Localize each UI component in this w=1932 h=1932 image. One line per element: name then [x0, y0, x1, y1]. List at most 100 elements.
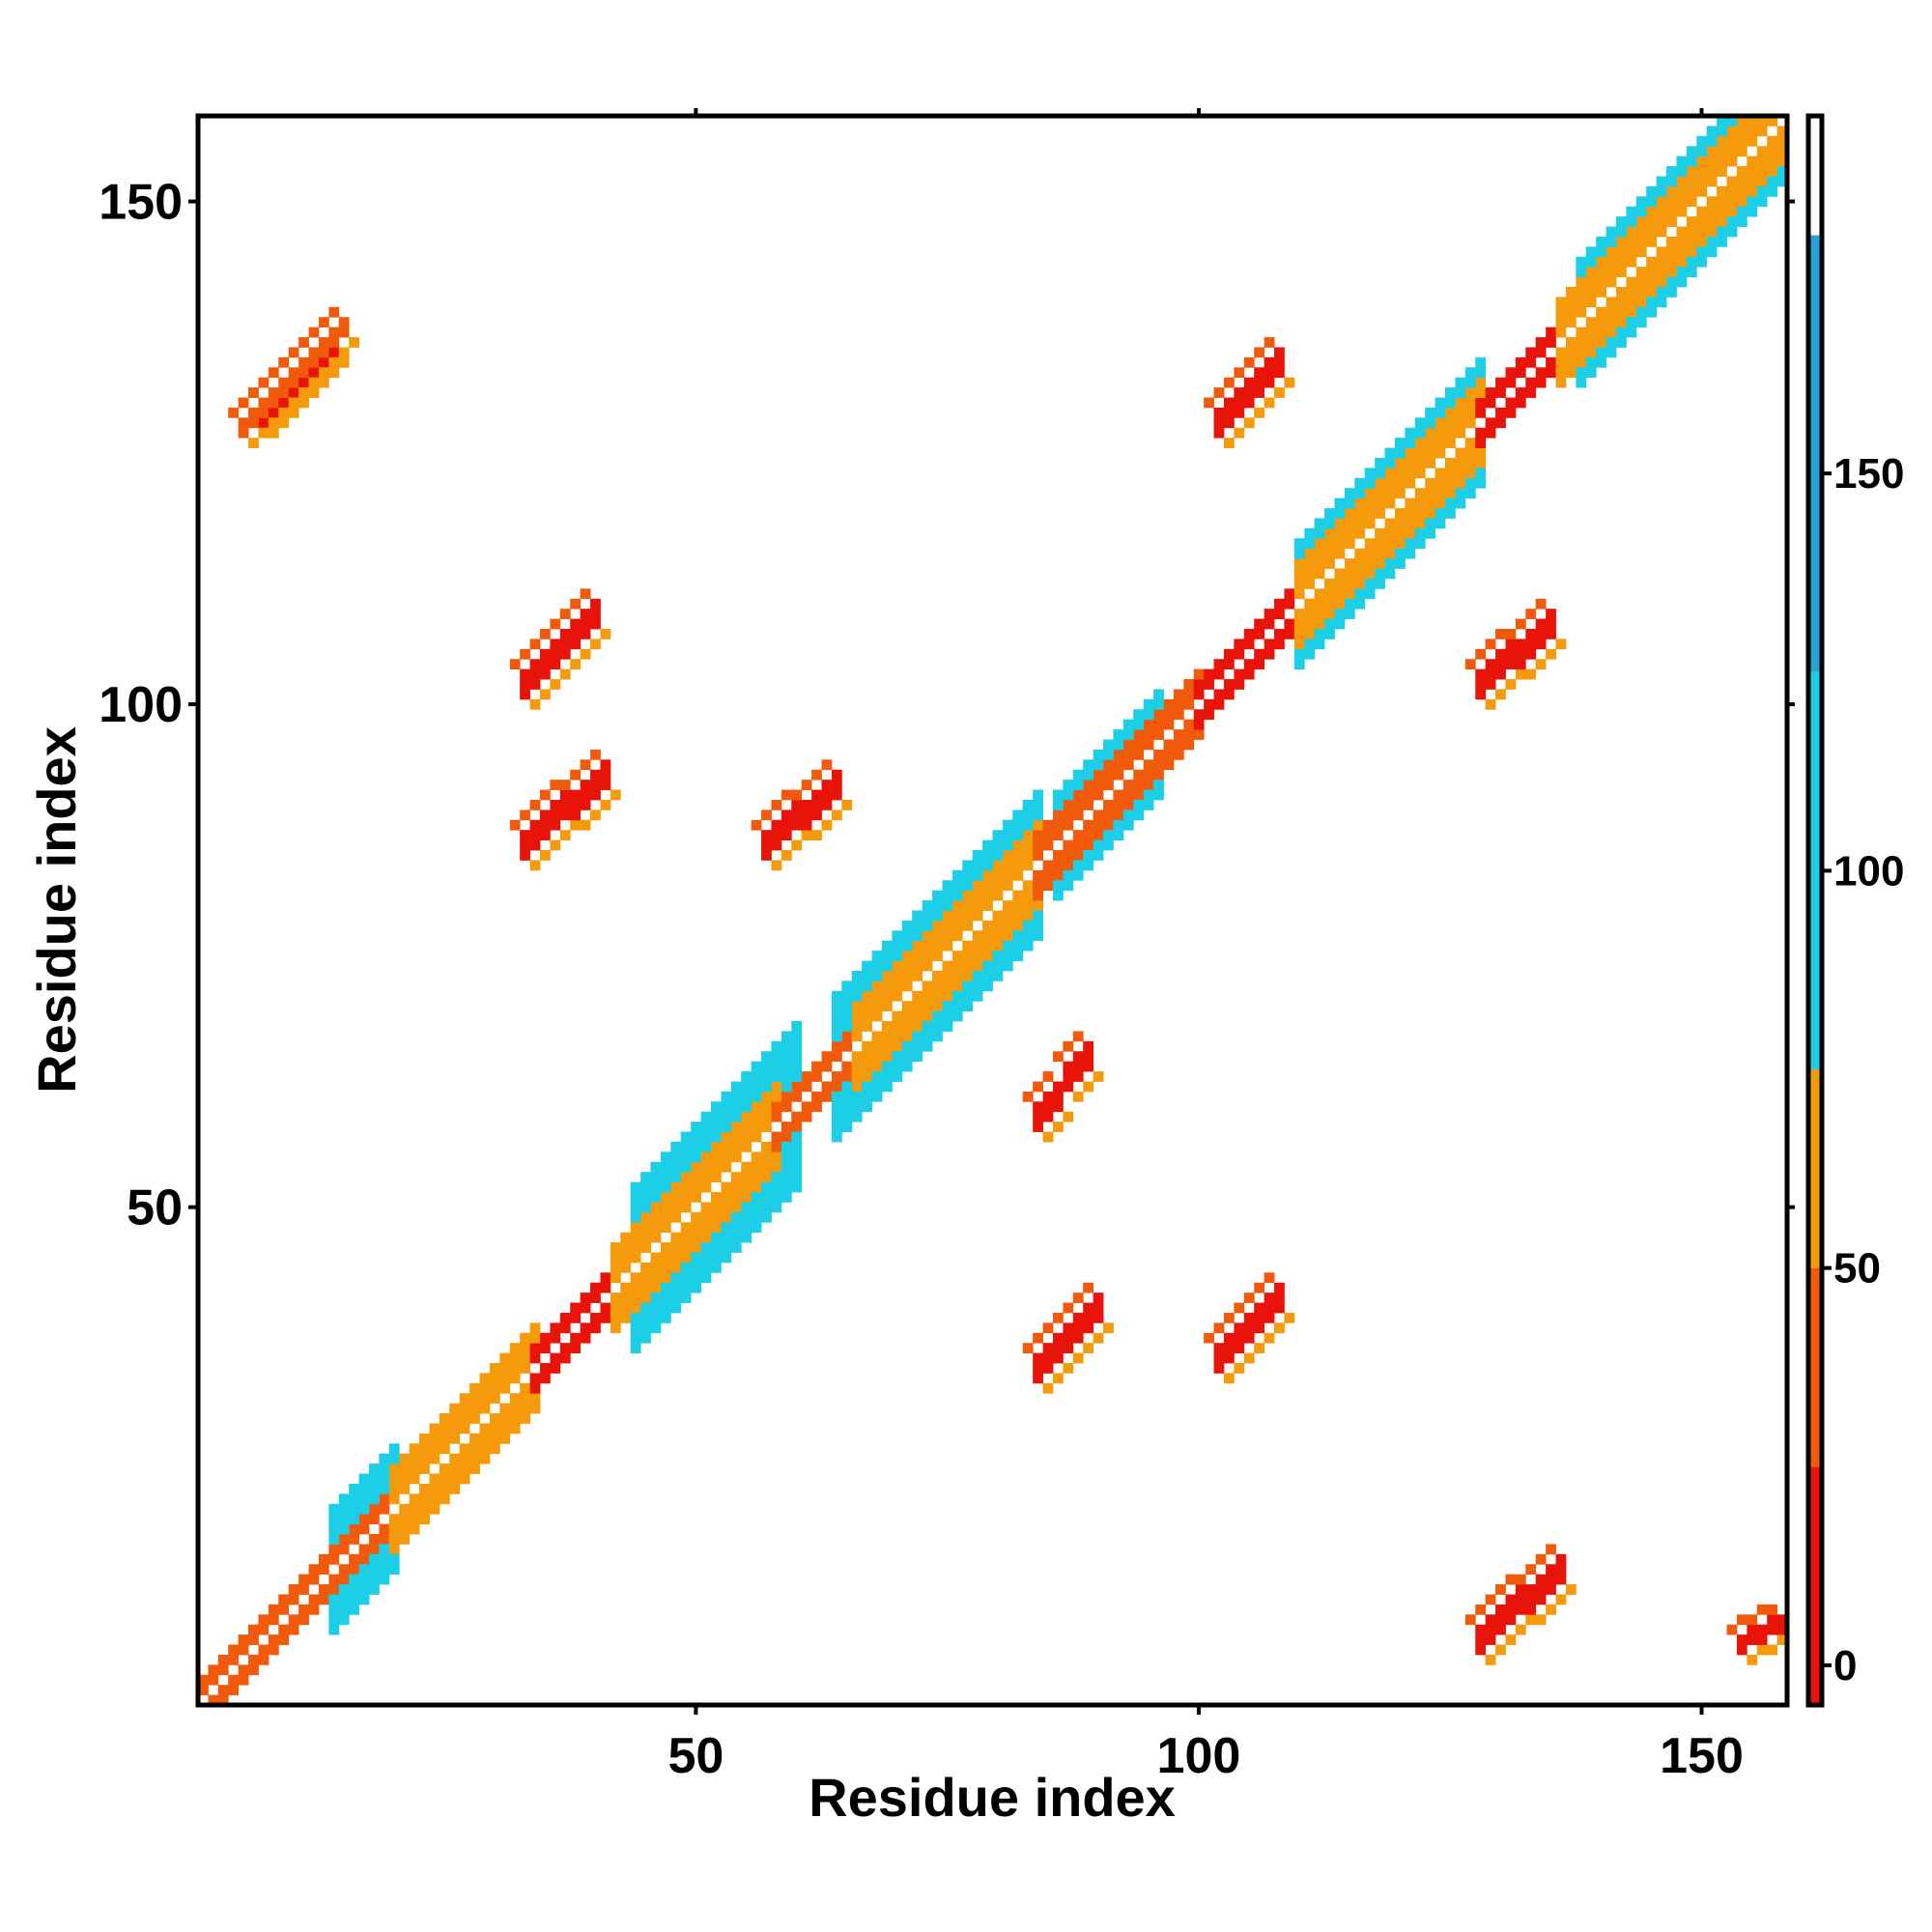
heatmap-cell [1264, 639, 1275, 650]
heatmap-cell [942, 980, 953, 992]
heatmap-cell [489, 1413, 500, 1424]
heatmap-cell [1475, 1644, 1487, 1656]
heatmap-cell [1445, 438, 1456, 448]
heatmap-cell [550, 780, 561, 790]
heatmap-cell [1455, 387, 1466, 398]
heatmap-cell [559, 1343, 571, 1354]
heatmap-cell [479, 1382, 491, 1394]
heatmap-cell [1143, 709, 1154, 721]
heatmap-cell [1063, 810, 1074, 821]
heatmap-cell [349, 1534, 359, 1545]
heatmap-cell [1646, 267, 1658, 277]
heatmap-cell [1213, 417, 1225, 429]
heatmap-cell [761, 1101, 772, 1113]
heatmap-cell [771, 1131, 782, 1143]
heatmap-cell [1696, 246, 1708, 258]
heatmap-cell [469, 1453, 480, 1464]
heatmap-cell [399, 1514, 411, 1524]
heatmap-cell [962, 860, 974, 871]
heatmap-cell [650, 1161, 662, 1173]
heatmap-cell [1274, 1282, 1285, 1293]
heatmap-cell [318, 1594, 329, 1605]
heatmap-cell [1163, 749, 1175, 760]
heatmap-cell [1585, 246, 1597, 258]
heatmap-cell [831, 810, 842, 821]
heatmap-cell [962, 980, 974, 992]
heatmap-cell [660, 1192, 671, 1203]
heatmap-cell [1585, 256, 1597, 268]
heatmap-cell [942, 1010, 953, 1022]
heatmap-cell [1414, 488, 1426, 499]
heatmap-cell [499, 1373, 511, 1384]
heatmap-cell [660, 1211, 671, 1223]
heatmap-cell [1213, 668, 1225, 680]
heatmap-cell [1686, 166, 1697, 177]
heatmap-cell [751, 1061, 762, 1072]
heatmap-cell [1264, 1293, 1275, 1303]
heatmap-cell [821, 789, 833, 801]
heatmap-cell [640, 1293, 651, 1303]
heatmap-cell [1193, 668, 1205, 680]
heatmap-cell [1576, 377, 1587, 388]
heatmap-cell [1505, 1634, 1517, 1645]
heatmap-cell [881, 960, 893, 972]
heatmap-cell [1344, 609, 1355, 619]
heatmap-cell [1394, 438, 1406, 448]
heatmap-cell [922, 1040, 933, 1052]
heatmap-cell [881, 951, 893, 961]
heatmap-cell [831, 1071, 842, 1082]
heatmap-cell [1103, 749, 1114, 760]
heatmap-cell [871, 1040, 883, 1052]
heatmap-cell [730, 1192, 742, 1203]
heatmap-cell [1093, 759, 1104, 771]
heatmap-cell [1596, 276, 1606, 288]
heatmap-cell [539, 1332, 551, 1344]
heatmap-cell [1143, 739, 1154, 751]
heatmap-cell [419, 1463, 430, 1474]
heatmap-cell [590, 1312, 601, 1323]
heatmap-cell [942, 910, 953, 922]
heatmap-cell [781, 1040, 792, 1052]
heatmap-cell [811, 810, 822, 821]
heatmap-cell [1495, 1614, 1506, 1626]
heatmap-cell [288, 387, 299, 398]
heatmap-cell [288, 1624, 299, 1635]
heatmap-cell [1666, 216, 1677, 227]
heatmap-cell [1706, 126, 1718, 137]
heatmap-cell [1505, 377, 1517, 388]
heatmap-cell [1052, 1373, 1064, 1384]
heatmap-cell [1425, 438, 1436, 448]
heatmap-cell [881, 980, 893, 992]
heatmap-cell [942, 940, 953, 952]
heatmap-cell [1274, 1302, 1285, 1314]
heatmap-cell [1243, 356, 1255, 368]
heatmap-cell [1756, 196, 1768, 208]
heatmap-cell [912, 1010, 923, 1022]
heatmap-cell [1274, 347, 1285, 358]
heatmap-cell [932, 940, 943, 952]
heatmap-cell [459, 1393, 470, 1405]
heatmap-cell [871, 1071, 883, 1082]
heatmap-cell [1605, 327, 1617, 338]
heatmap-cell [952, 869, 963, 881]
heatmap-cell [1063, 1302, 1074, 1314]
heatmap-cell [1193, 679, 1205, 690]
heatmap-cell [1676, 236, 1688, 247]
heatmap-cell [399, 1523, 411, 1535]
heatmap-cell [831, 1031, 842, 1042]
heatmap-cell [368, 1503, 380, 1515]
heatmap-cell [550, 799, 561, 810]
heatmap-cell [1375, 477, 1385, 489]
heatmap-cell [1314, 588, 1325, 600]
heatmap-cell [1696, 216, 1708, 227]
heatmap-cell [1776, 1634, 1788, 1645]
heatmap-cell [1384, 558, 1396, 569]
heatmap-cell [730, 1181, 742, 1193]
y-axis-title: Residue index [26, 726, 87, 1094]
heatmap-cell [1445, 407, 1456, 418]
heatmap-cell [1113, 739, 1124, 751]
heatmap-cell [600, 780, 611, 790]
heatmap-cell [892, 1040, 903, 1052]
heatmap-cell [570, 618, 582, 630]
